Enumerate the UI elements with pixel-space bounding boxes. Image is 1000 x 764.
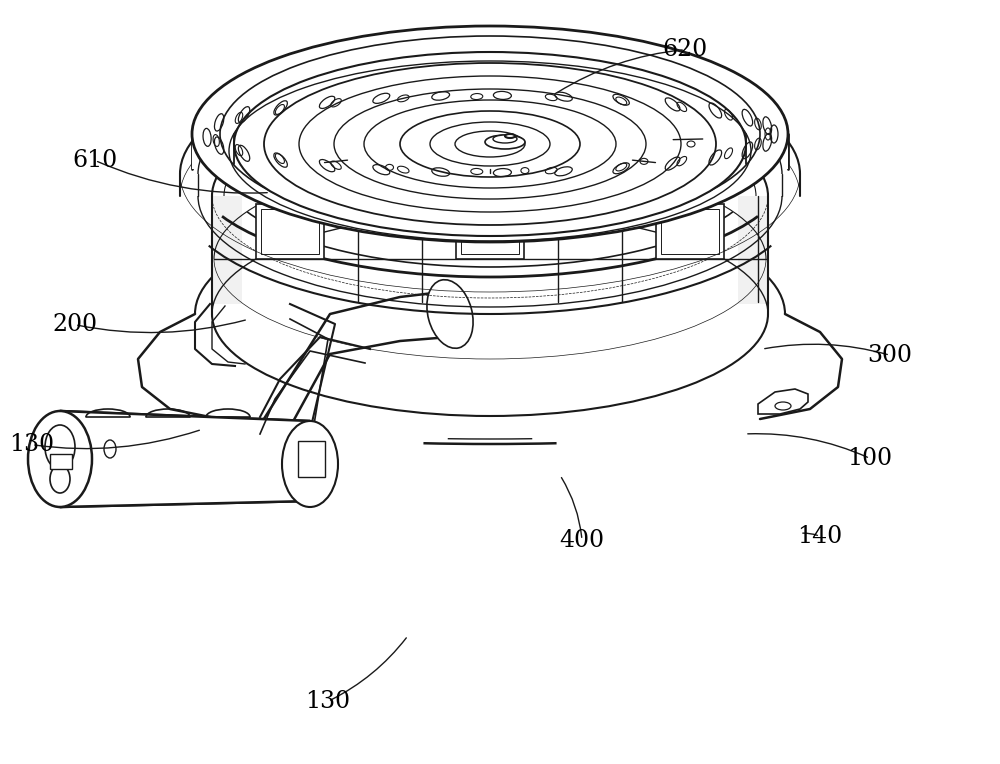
Ellipse shape <box>400 111 580 177</box>
Text: 300: 300 <box>868 344 912 367</box>
Polygon shape <box>456 204 524 259</box>
Polygon shape <box>298 441 325 477</box>
Polygon shape <box>60 411 310 507</box>
Text: 400: 400 <box>559 529 605 552</box>
Ellipse shape <box>455 131 525 157</box>
Polygon shape <box>212 196 768 304</box>
Ellipse shape <box>28 411 92 507</box>
Ellipse shape <box>192 26 788 242</box>
Text: 130: 130 <box>9 433 55 456</box>
Ellipse shape <box>485 135 525 149</box>
Polygon shape <box>180 174 800 196</box>
Polygon shape <box>212 196 242 304</box>
Polygon shape <box>256 204 324 259</box>
Polygon shape <box>461 209 519 254</box>
Polygon shape <box>661 209 719 254</box>
Polygon shape <box>200 291 450 497</box>
Ellipse shape <box>493 135 517 143</box>
Polygon shape <box>758 389 808 414</box>
Text: 130: 130 <box>305 690 351 713</box>
Text: 200: 200 <box>52 313 98 336</box>
Polygon shape <box>195 304 245 366</box>
Polygon shape <box>261 209 319 254</box>
Ellipse shape <box>234 52 746 236</box>
Text: 610: 610 <box>72 149 118 172</box>
Polygon shape <box>130 314 850 422</box>
Ellipse shape <box>427 280 473 348</box>
Text: 140: 140 <box>797 525 843 548</box>
Ellipse shape <box>430 122 550 166</box>
Ellipse shape <box>505 134 515 138</box>
Ellipse shape <box>282 421 338 507</box>
Polygon shape <box>192 134 788 169</box>
Polygon shape <box>50 454 72 469</box>
Polygon shape <box>656 204 724 259</box>
Text: 620: 620 <box>662 38 708 61</box>
Polygon shape <box>738 196 768 304</box>
Text: 100: 100 <box>847 447 893 470</box>
